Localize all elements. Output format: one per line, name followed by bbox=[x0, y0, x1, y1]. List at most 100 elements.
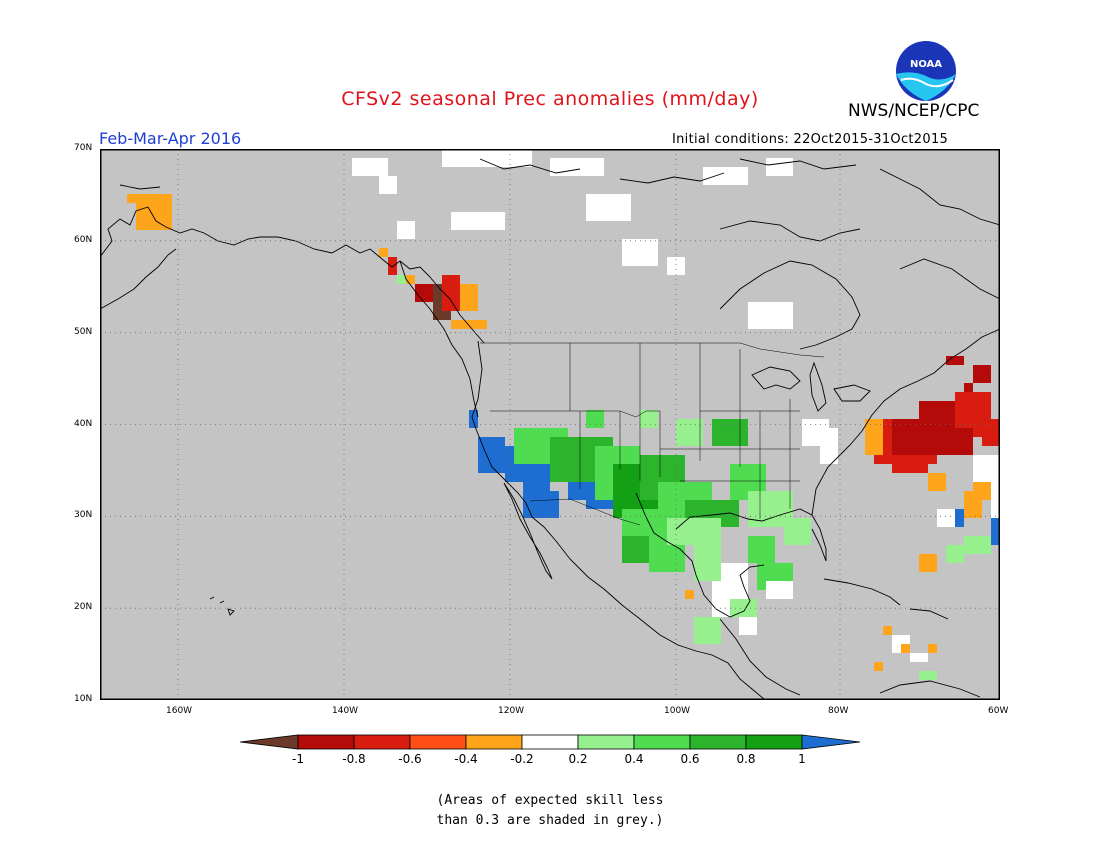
lat-label: 30N bbox=[74, 510, 93, 521]
anomaly-cell bbox=[865, 419, 883, 455]
anomaly-cell bbox=[730, 599, 757, 617]
anomaly-cell bbox=[766, 581, 793, 599]
lon-label: 120W bbox=[498, 706, 525, 716]
colorbar-swatch bbox=[577, 734, 635, 750]
anomaly-cell bbox=[784, 518, 811, 545]
lat-label: 50N bbox=[74, 326, 93, 337]
lat-label: 20N bbox=[74, 602, 93, 613]
anomaly-cell bbox=[478, 437, 505, 473]
anomaly-cell bbox=[739, 617, 757, 635]
anomaly-cell bbox=[379, 248, 388, 257]
anomaly-cell bbox=[397, 275, 406, 284]
coastlines bbox=[100, 158, 1000, 700]
anomaly-cell bbox=[946, 356, 964, 365]
colorbar: -1 -0.8 -0.6 -0.4 -0.2 0.2 0.4 0.6 0.8 1 bbox=[240, 734, 861, 766]
colorbar-swatch bbox=[353, 734, 411, 750]
anomaly-cell bbox=[937, 509, 955, 527]
colorbar-tick-label: 0.6 bbox=[680, 752, 699, 766]
lat-label: 60N bbox=[74, 234, 93, 245]
colorbar-swatch bbox=[689, 734, 747, 750]
footnote-line-2: than 0.3 are shaded in grey.) bbox=[436, 813, 664, 828]
noaa-logo: NOAA bbox=[896, 41, 956, 101]
anomaly-cell bbox=[649, 545, 685, 572]
anomaly-cell bbox=[352, 158, 388, 176]
anomaly-cell bbox=[694, 617, 721, 644]
anomaly-cell bbox=[127, 194, 172, 203]
lon-label: 100W bbox=[664, 706, 691, 716]
colorbar-tick-label: -0.4 bbox=[454, 752, 477, 766]
skill-footnote: (Areas of expected skill less than 0.3 a… bbox=[0, 791, 1100, 831]
anomaly-cell bbox=[919, 671, 937, 680]
anomaly-cell bbox=[469, 410, 478, 428]
colorbar-tick-label: -0.2 bbox=[510, 752, 533, 766]
colorbar-tick-label: -0.6 bbox=[398, 752, 421, 766]
anomaly-cell bbox=[388, 257, 397, 275]
anomaly-cell bbox=[910, 653, 928, 662]
lat-label: 40N bbox=[74, 418, 93, 429]
anomaly-cell bbox=[586, 194, 631, 221]
colorbar-tick-label: 0.4 bbox=[624, 752, 643, 766]
anomaly-cell bbox=[406, 275, 415, 284]
anomaly-cell bbox=[892, 455, 928, 473]
noaa-logo-text: NOAA bbox=[910, 59, 942, 70]
anomaly-cell bbox=[685, 590, 694, 599]
anomaly-cell bbox=[955, 509, 964, 527]
anomaly-cell bbox=[712, 419, 748, 446]
anomaly-cell bbox=[397, 221, 415, 239]
anomaly-cell bbox=[676, 419, 703, 446]
anomaly-cell bbox=[946, 545, 964, 563]
anomaly-cell bbox=[721, 563, 748, 599]
colorbar-swatches bbox=[240, 734, 861, 750]
footnote-line-1: (Areas of expected skill less bbox=[436, 793, 664, 808]
anomaly-cell bbox=[991, 491, 1000, 527]
colorbar-tick-label: 0.8 bbox=[736, 752, 755, 766]
precip-anomaly-map bbox=[100, 149, 1000, 700]
colorbar-swatch bbox=[297, 734, 355, 750]
anomaly-cell bbox=[928, 644, 937, 653]
anomaly-cell bbox=[640, 410, 658, 428]
lon-label: 80W bbox=[828, 706, 849, 716]
lon-label: 60W bbox=[988, 706, 1009, 716]
lat-label: 70N bbox=[74, 143, 93, 153]
colorbar-tick-label: 1 bbox=[798, 752, 806, 766]
anomaly-cell bbox=[451, 320, 487, 329]
colorbar-low-arrow bbox=[240, 734, 299, 750]
forecast-period: Feb-Mar-Apr 2016 bbox=[99, 129, 242, 148]
anomaly-cell bbox=[883, 626, 892, 635]
anomaly-cell bbox=[694, 545, 721, 581]
anomaly-cell bbox=[973, 365, 991, 383]
initial-conditions: Initial conditions: 22Oct2015-31Oct2015 bbox=[672, 132, 949, 147]
anomaly-cell bbox=[766, 158, 793, 176]
anomaly-cell bbox=[460, 284, 478, 311]
colorbar-tick-label: -1 bbox=[292, 752, 304, 766]
map-title: CFSv2 seasonal Prec anomalies (mm/day) bbox=[341, 88, 759, 110]
anomaly-cell bbox=[532, 491, 559, 518]
lat-lon-grid bbox=[100, 149, 1000, 700]
anomaly-cell bbox=[820, 428, 838, 464]
colorbar-swatch bbox=[633, 734, 691, 750]
colorbar-tick-label: -0.8 bbox=[342, 752, 365, 766]
anomaly-cell bbox=[667, 518, 721, 545]
anomaly-cell bbox=[451, 212, 505, 230]
anomaly-cell bbox=[874, 662, 883, 671]
colorbar-tick-labels: -1 -0.8 -0.6 -0.4 -0.2 0.2 0.4 0.6 0.8 1 bbox=[292, 752, 806, 766]
anomaly-cell bbox=[982, 419, 1000, 446]
anomaly-cell bbox=[622, 239, 658, 266]
anomaly-cell bbox=[622, 536, 649, 563]
anomaly-cell bbox=[586, 410, 604, 428]
anomaly-cell bbox=[964, 383, 973, 392]
anomaly-cell bbox=[991, 518, 1000, 545]
lon-label: 140W bbox=[332, 706, 359, 716]
anomaly-cell bbox=[442, 275, 460, 311]
colorbar-swatch bbox=[745, 734, 803, 750]
anomaly-cell bbox=[550, 158, 604, 176]
anomaly-cell bbox=[442, 149, 532, 167]
anomaly-cell bbox=[919, 554, 937, 572]
lat-label: 10N bbox=[74, 694, 93, 704]
colorbar-tick-label: 0.2 bbox=[568, 752, 587, 766]
anomaly-cell bbox=[964, 536, 991, 554]
colorbar-swatch bbox=[409, 734, 467, 750]
political-borders bbox=[480, 342, 825, 526]
anomaly-cell bbox=[667, 257, 685, 275]
anomaly-cell bbox=[379, 176, 397, 194]
